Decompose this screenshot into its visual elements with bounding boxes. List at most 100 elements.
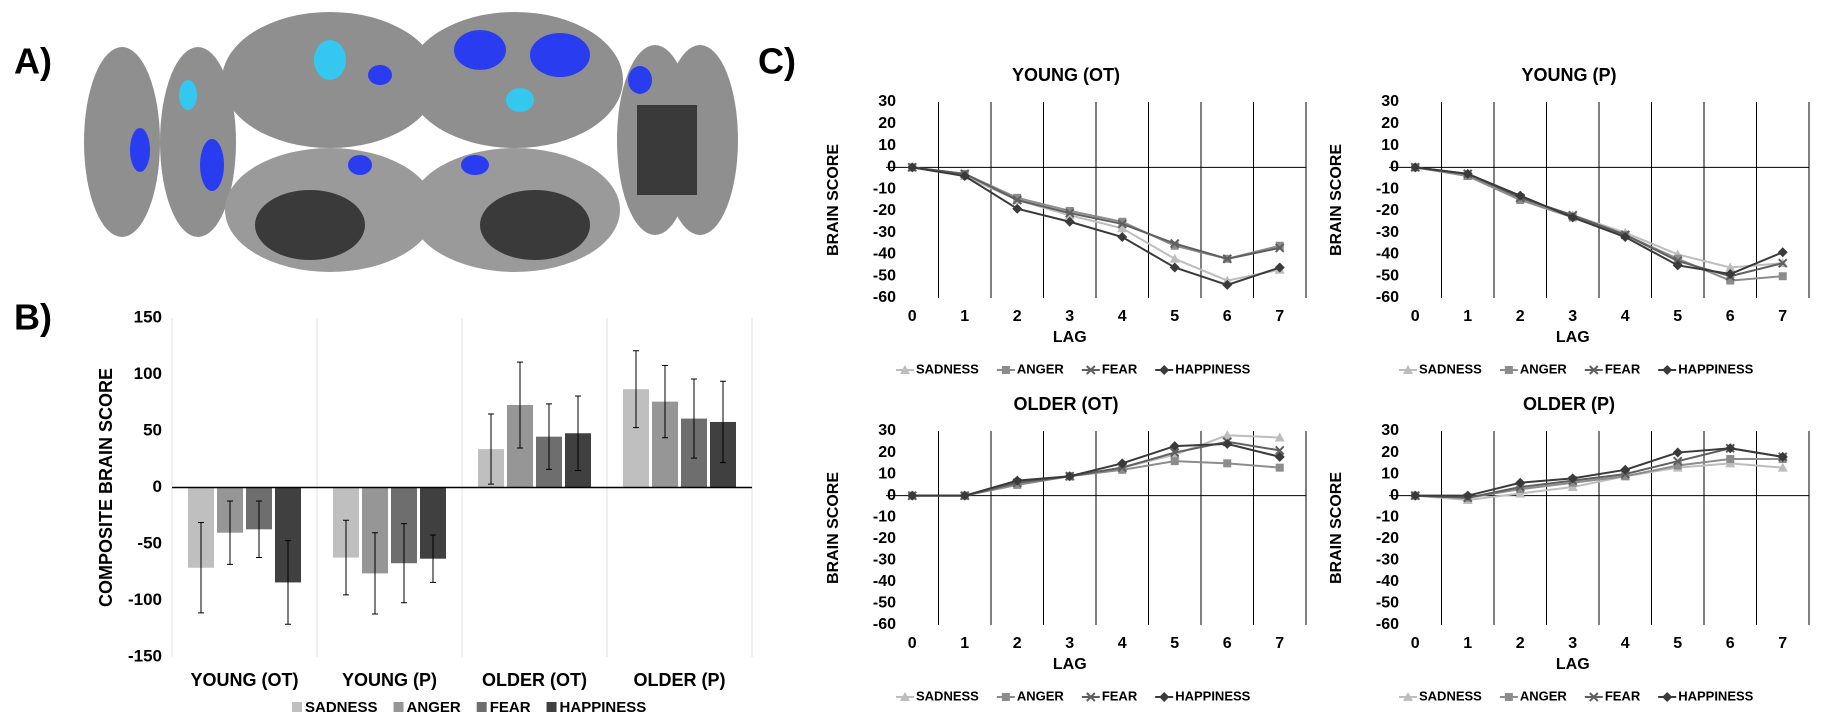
y-tick-label: -50 (873, 267, 896, 284)
y-tick-label: -60 (873, 289, 896, 306)
marker (1505, 693, 1513, 701)
y-tick-label: -10 (1376, 180, 1399, 197)
y-tick-label: 20 (878, 115, 896, 132)
y-tick-label: 150 (134, 307, 162, 326)
activation (368, 65, 392, 85)
x-tick-label: 5 (1673, 635, 1682, 652)
y-tick-label: -20 (873, 202, 896, 219)
marker (1276, 464, 1284, 472)
y-tick-label: 0 (153, 477, 162, 496)
marker (1002, 366, 1010, 374)
legend-label: FEAR (1102, 361, 1138, 376)
y-tick-label: -30 (873, 224, 896, 241)
chart-title: OLDER (P) (1523, 394, 1615, 414)
legend-label: SADNESS (916, 361, 979, 376)
x-tick-label: 0 (1411, 635, 1420, 652)
x-tick-label: 1 (1463, 635, 1472, 652)
page: A) B) C) -150-100-50050100150YOUNG (OT)Y… (0, 0, 1821, 720)
legend-label: HAPPINESS (1175, 688, 1250, 703)
y-tick-label: -60 (1376, 616, 1399, 633)
x-tick-label: 0 (908, 635, 917, 652)
x-tick-label: 7 (1275, 635, 1284, 652)
y-tick-label: 10 (878, 137, 896, 154)
y-tick-label: -60 (873, 616, 896, 633)
x-tick-label: 1 (1463, 308, 1472, 325)
x-tick-label: 6 (1726, 635, 1735, 652)
marker (1662, 365, 1672, 375)
x-tick-label: 7 (1275, 308, 1284, 325)
x-axis-label: LAG (1556, 656, 1590, 673)
marker (1779, 272, 1787, 280)
y-tick-label: 30 (878, 422, 896, 439)
brain-view (255, 190, 365, 260)
y-axis-label: BRAIN SCORE (825, 144, 842, 256)
y-tick-label: -20 (1376, 530, 1399, 547)
x-tick-label: 4 (1118, 635, 1127, 652)
x-tick-label: 2 (1516, 635, 1525, 652)
panel-label: B) (14, 297, 52, 338)
x-tick-label: OLDER (P) (634, 670, 726, 690)
legend-label: HAPPINESS (1175, 361, 1250, 376)
y-tick-label: -50 (1376, 267, 1399, 284)
x-tick-label: 5 (1170, 635, 1179, 652)
activation (130, 128, 150, 172)
legend-label: FEAR (1605, 688, 1641, 703)
activation (200, 139, 224, 191)
y-tick-label: 50 (143, 420, 162, 439)
marker (1171, 457, 1179, 465)
brain-view (637, 105, 697, 195)
x-tick-label: 1 (960, 635, 969, 652)
figure: A) B) C) -150-100-50050100150YOUNG (OT)Y… (0, 0, 1821, 720)
x-axis-label: LAG (1053, 656, 1087, 673)
x-tick-label: 7 (1778, 635, 1787, 652)
y-tick-label: -50 (137, 533, 162, 552)
brain-view (407, 12, 623, 148)
x-tick-label: 1 (960, 308, 969, 325)
x-tick-label: 5 (1170, 308, 1179, 325)
legend-swatch (394, 702, 404, 712)
marker (1222, 280, 1232, 290)
legend-label: ANGER (407, 699, 461, 716)
legend-label: ANGER (1017, 688, 1065, 703)
marker (1222, 439, 1232, 449)
x-tick-label: 5 (1673, 308, 1682, 325)
x-axis-label: LAG (1556, 329, 1590, 346)
y-tick-label: -20 (1376, 202, 1399, 219)
y-tick-label: -60 (1376, 289, 1399, 306)
x-tick-label: 4 (1118, 308, 1127, 325)
legend-label: SADNESS (1419, 361, 1482, 376)
legend-label: HAPPINESS (1678, 688, 1753, 703)
activation (454, 30, 506, 70)
x-tick-label: 0 (1411, 308, 1420, 325)
legend-label: FEAR (1102, 688, 1138, 703)
y-axis-label: COMPOSITE BRAIN SCORE (96, 368, 116, 607)
brain-view (480, 190, 590, 260)
marker (1673, 448, 1683, 458)
y-axis-label: BRAIN SCORE (825, 472, 842, 584)
marker (1002, 693, 1010, 701)
marker (1012, 204, 1022, 214)
marker (1778, 247, 1788, 257)
activation (628, 66, 652, 94)
y-tick-label: 10 (878, 465, 896, 482)
y-tick-label: -50 (1376, 595, 1399, 612)
y-tick-label: 100 (134, 364, 162, 383)
legend-label: ANGER (1017, 361, 1065, 376)
panel-label: C) (758, 41, 796, 82)
marker (1117, 232, 1127, 242)
y-tick-label: -10 (873, 180, 896, 197)
x-tick-label: 3 (1065, 635, 1074, 652)
marker (1505, 366, 1513, 374)
y-tick-label: 20 (878, 444, 896, 461)
activation (348, 155, 372, 175)
y-tick-label: 30 (1381, 422, 1399, 439)
marker (1726, 455, 1734, 463)
legend-label: ANGER (1520, 688, 1568, 703)
y-tick-label: -30 (1376, 224, 1399, 241)
y-tick-label: 30 (1381, 93, 1399, 110)
x-tick-label: OLDER (OT) (482, 670, 587, 690)
y-tick-label: -100 (128, 590, 162, 609)
x-tick-label: YOUNG (OT) (191, 670, 299, 690)
marker (1159, 692, 1169, 702)
x-tick-label: 0 (908, 308, 917, 325)
